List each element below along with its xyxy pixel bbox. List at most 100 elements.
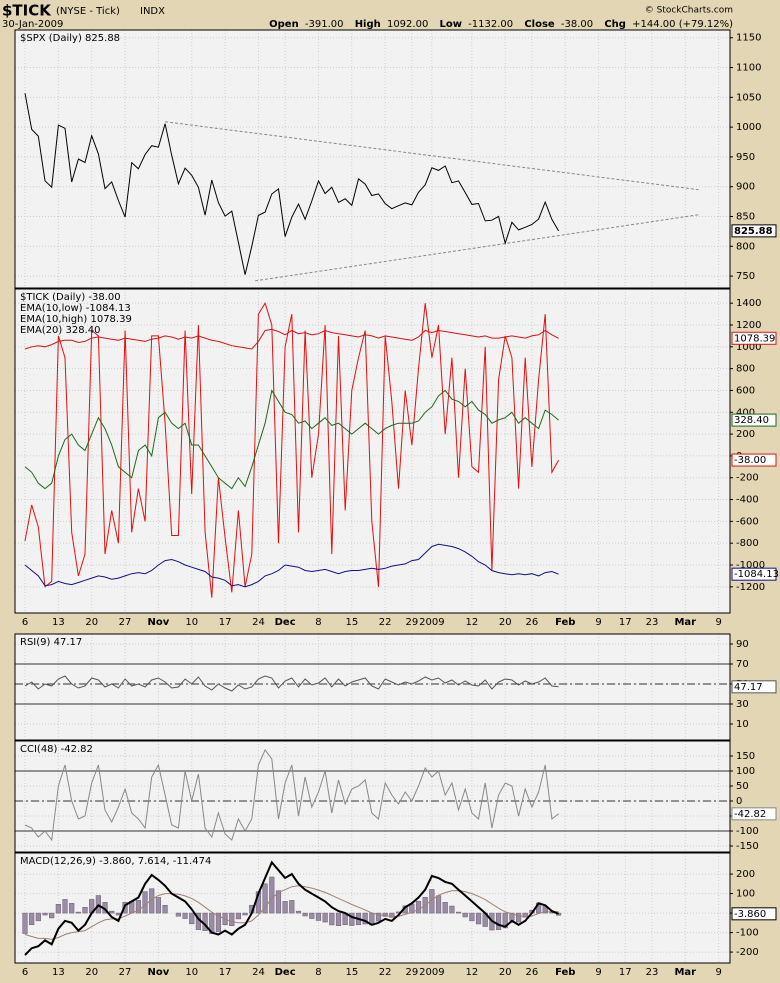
x-tick-label: 17 bbox=[219, 617, 232, 628]
panel bbox=[15, 741, 730, 852]
histogram-bar bbox=[62, 899, 68, 914]
y-tick-label: -400 bbox=[736, 495, 759, 506]
legend-entry: EMA(10,high) 1078.39 bbox=[20, 314, 132, 325]
end-label: -42.82 bbox=[734, 809, 766, 820]
x-tick-label: 10 bbox=[185, 967, 198, 978]
histogram-bar bbox=[475, 912, 482, 925]
y-tick-label: -100 bbox=[736, 928, 759, 939]
histogram-bar bbox=[349, 912, 355, 926]
histogram-bar bbox=[215, 912, 222, 932]
y-tick-label: 600 bbox=[736, 385, 755, 396]
histogram-bar bbox=[462, 912, 468, 918]
x-tick-label: Dec bbox=[275, 617, 296, 628]
x-tick-label: 9 bbox=[715, 617, 721, 628]
y-tick-label: 950 bbox=[736, 152, 755, 163]
histogram-bar bbox=[515, 912, 522, 923]
panel-border bbox=[14, 288, 731, 614]
y-tick-label: 750 bbox=[736, 271, 755, 282]
x-tick-label: Mar bbox=[674, 617, 696, 628]
histogram-bar bbox=[335, 912, 342, 926]
x-tick-label: 6 bbox=[22, 617, 28, 628]
x-tick-label: 9 bbox=[595, 967, 601, 978]
y-tick-label: 0 bbox=[736, 796, 742, 807]
series-line bbox=[24, 389, 559, 490]
end-label-box bbox=[731, 567, 777, 581]
x-tick-label: 8 bbox=[315, 967, 321, 978]
histogram-bar bbox=[35, 912, 41, 922]
x-tick-label: Nov bbox=[148, 617, 170, 628]
x-tick-label: 13 bbox=[52, 967, 65, 978]
histogram-bar bbox=[309, 912, 315, 919]
y-tick-label: 1200 bbox=[736, 320, 761, 331]
histogram-bar bbox=[82, 906, 88, 914]
x-tick-label: 27 bbox=[119, 617, 132, 628]
histogram-bar bbox=[322, 912, 328, 923]
y-tick-label: 1050 bbox=[736, 92, 761, 103]
y-tick-label: -150 bbox=[736, 841, 759, 852]
series-line bbox=[24, 675, 559, 692]
quote-label: High bbox=[355, 19, 381, 30]
y-tick-label: 800 bbox=[736, 241, 755, 252]
end-label: -1084.13 bbox=[734, 569, 779, 580]
y-tick-label: -600 bbox=[736, 516, 759, 527]
y-tick-label: 50 bbox=[736, 781, 749, 792]
y-tick-label: 1150 bbox=[736, 33, 761, 44]
histogram-bar bbox=[189, 912, 195, 925]
quote-value: -1132.00 bbox=[468, 19, 513, 30]
end-label: 328.40 bbox=[734, 415, 769, 426]
histogram-bar bbox=[182, 912, 188, 919]
legend-entry: EMA(10,low) -1084.13 bbox=[20, 303, 131, 314]
legend-entry: RSI(9) 47.17 bbox=[20, 637, 82, 648]
y-tick-label: 200 bbox=[736, 869, 755, 880]
end-label-box bbox=[731, 331, 777, 345]
end-label: 825.88 bbox=[734, 226, 773, 237]
x-tick-label: 20 bbox=[499, 617, 512, 628]
x-tick-label: 22 bbox=[379, 617, 392, 628]
y-tick-label: -800 bbox=[736, 538, 759, 549]
histogram-bar bbox=[382, 912, 388, 917]
x-tick-label: 26 bbox=[526, 617, 539, 628]
histogram-bar bbox=[295, 910, 302, 914]
y-tick-label: 30 bbox=[736, 699, 749, 710]
x-tick-label: 8 bbox=[315, 617, 321, 628]
x-tick-label: Feb bbox=[555, 617, 575, 628]
y-tick-label: 1000 bbox=[736, 122, 761, 133]
x-tick-label: 29 bbox=[405, 617, 418, 628]
end-label-box bbox=[731, 680, 777, 694]
quote-value: 1092.00 bbox=[387, 19, 428, 30]
histogram-bar bbox=[442, 902, 448, 914]
quote-value: -38.00 bbox=[561, 19, 593, 30]
y-tick-label: 800 bbox=[736, 364, 755, 375]
legend-entry: $TICK (Daily) -38.00 bbox=[20, 292, 121, 303]
histogram-bar bbox=[262, 883, 268, 914]
y-tick-label: -200 bbox=[736, 947, 759, 958]
panel-border bbox=[14, 740, 731, 853]
panel-border bbox=[14, 29, 731, 289]
y-tick-label: 70 bbox=[736, 659, 749, 670]
histogram-bar bbox=[495, 912, 502, 930]
histogram-bar bbox=[22, 912, 28, 934]
x-tick-label: 20 bbox=[499, 967, 512, 978]
histogram-bar bbox=[389, 912, 395, 918]
panel bbox=[15, 289, 730, 613]
histogram-bar bbox=[242, 912, 248, 916]
end-label-box bbox=[731, 413, 777, 427]
x-tick-label: Feb bbox=[555, 967, 575, 978]
series-line bbox=[24, 860, 559, 956]
histogram-bar bbox=[362, 912, 368, 925]
y-tick-label: -100 bbox=[736, 826, 759, 837]
x-tick-label: 15 bbox=[345, 967, 358, 978]
x-tick-label: Dec bbox=[275, 967, 296, 978]
quote-label: Open bbox=[269, 19, 299, 30]
x-tick-label: 26 bbox=[526, 967, 539, 978]
histogram-bar bbox=[455, 911, 462, 914]
histogram-bar bbox=[55, 904, 61, 914]
panel-border bbox=[14, 852, 731, 964]
y-tick-label: 400 bbox=[736, 407, 755, 418]
x-tick-label: 20 bbox=[85, 617, 98, 628]
end-label-box bbox=[731, 807, 777, 821]
x-tick-label: 2009 bbox=[419, 617, 444, 628]
histogram-bar bbox=[109, 910, 115, 914]
histogram-bar bbox=[302, 912, 308, 917]
